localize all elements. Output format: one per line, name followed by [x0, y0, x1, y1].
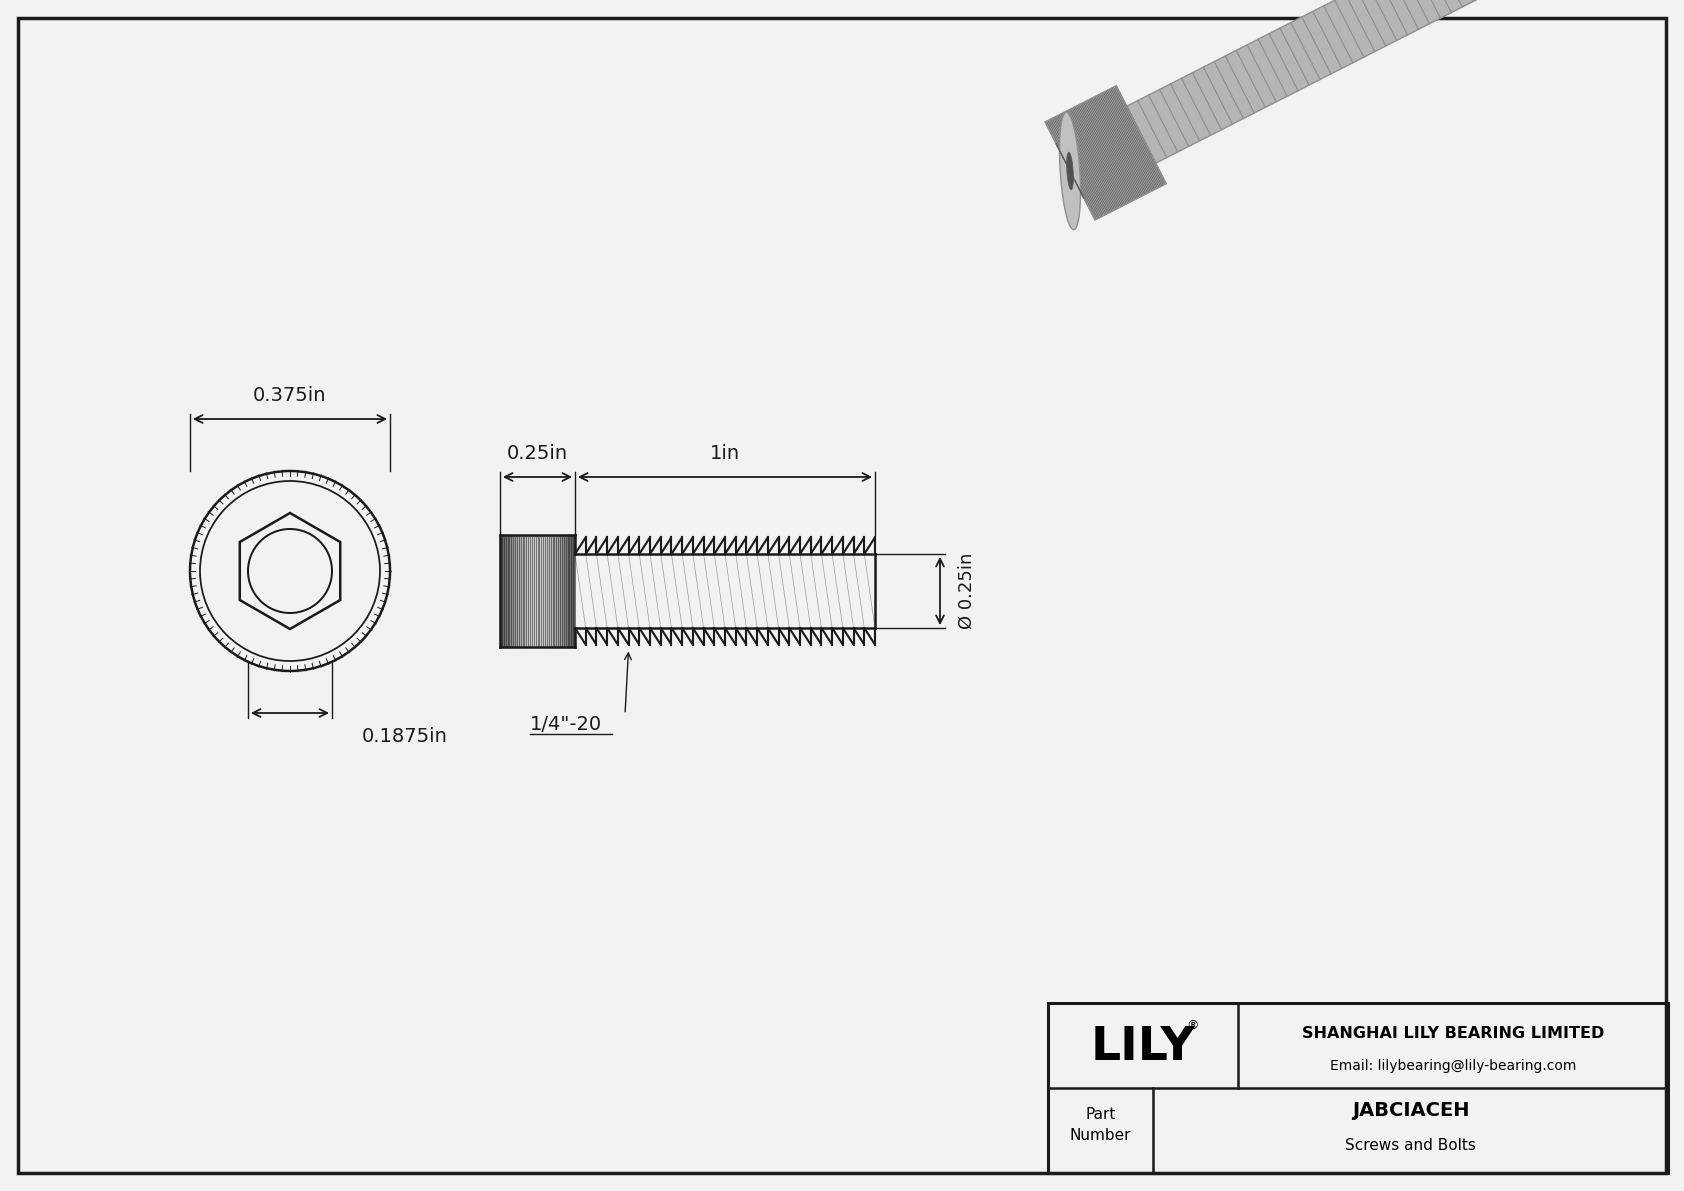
Text: JABCIACEH: JABCIACEH: [1352, 1100, 1468, 1120]
Text: Ø 0.25in: Ø 0.25in: [958, 553, 977, 629]
Text: Email: lilybearing@lily-bearing.com: Email: lilybearing@lily-bearing.com: [1330, 1059, 1576, 1073]
Text: 1/4"-20: 1/4"-20: [530, 715, 603, 734]
Polygon shape: [1066, 152, 1073, 189]
Text: 0.25in: 0.25in: [507, 444, 568, 463]
Polygon shape: [1046, 86, 1167, 220]
Polygon shape: [1127, 0, 1539, 163]
Polygon shape: [1059, 112, 1081, 230]
Text: SHANGHAI LILY BEARING LIMITED: SHANGHAI LILY BEARING LIMITED: [1302, 1027, 1605, 1041]
Text: 1in: 1in: [711, 444, 739, 463]
Text: LILY: LILY: [1091, 1024, 1196, 1070]
Text: ®: ®: [1187, 1018, 1199, 1031]
Text: Screws and Bolts: Screws and Bolts: [1346, 1139, 1475, 1153]
Bar: [1047, 1003, 1667, 1173]
Polygon shape: [1056, 144, 1084, 199]
Text: 0.1875in: 0.1875in: [362, 727, 448, 746]
Text: Part
Number: Part Number: [1069, 1108, 1132, 1143]
Text: 0.375in: 0.375in: [253, 386, 327, 405]
